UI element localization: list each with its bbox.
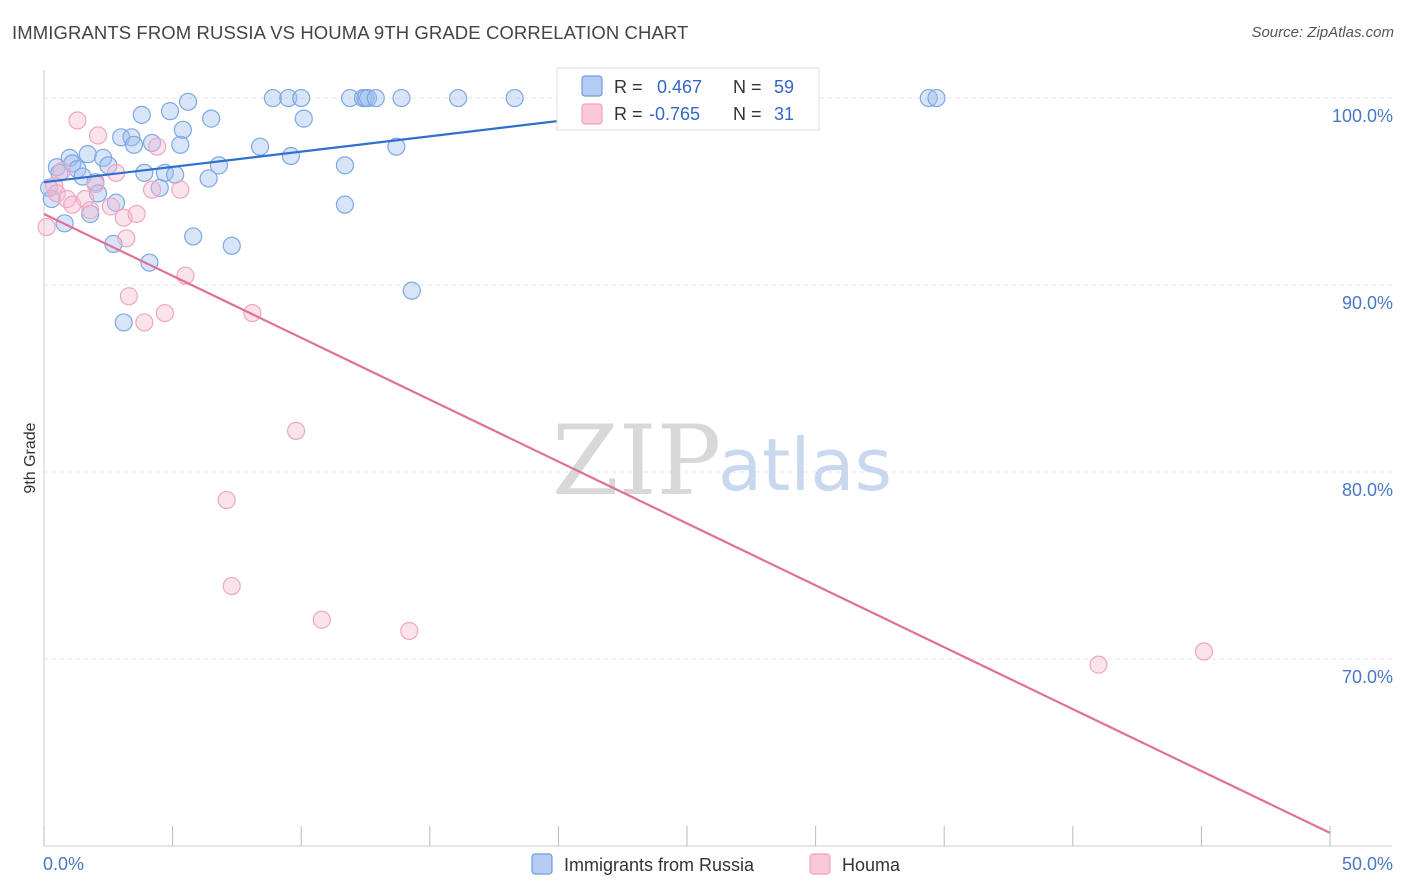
point-russia-42 [294, 109, 313, 128]
point-russia-22 [135, 163, 154, 182]
point-houma-21 [171, 180, 190, 199]
point-houma-30 [1194, 642, 1214, 661]
point-houma-20 [155, 303, 174, 323]
point-russia-21 [132, 105, 151, 124]
point-russia-19 [122, 128, 141, 147]
y-tick-label-100: 100.0% [1332, 106, 1393, 126]
point-russia-6 [63, 154, 82, 173]
point-russia-51 [392, 88, 411, 108]
stats-swatch-blue [581, 75, 603, 97]
legend-swatch-houma [809, 853, 831, 875]
point-houma-3 [52, 161, 72, 181]
point-russia-50 [387, 137, 406, 156]
point-russia-48 [358, 88, 378, 108]
point-houma-6 [68, 111, 87, 130]
stats-n-label-2: N = [733, 104, 762, 124]
point-russia-37 [250, 137, 270, 156]
point-russia-38 [263, 88, 283, 108]
gridlines [44, 97, 1392, 660]
legend-label-immigrants-from-russia: Immigrants from Russia [564, 855, 755, 875]
point-russia-33 [199, 169, 218, 188]
point-russia-58 [927, 88, 946, 108]
x-tick-label-min: 0.0% [43, 854, 84, 874]
axes [43, 70, 1392, 847]
y-tick-label-70: 70.0% [1342, 667, 1393, 687]
stats-r-label-2: R = [614, 104, 643, 124]
stats-r-value-1: 0.467 [657, 77, 702, 97]
point-russia-53 [448, 88, 468, 108]
point-russia-35 [209, 156, 228, 175]
x-ticks [43, 826, 1331, 846]
point-russia-20 [124, 135, 144, 154]
watermark: ZIP atlas [552, 405, 892, 517]
legend-swatch-immigrants-from-russia [531, 853, 553, 875]
point-houma-26 [286, 421, 306, 440]
point-houma-2 [47, 184, 66, 203]
stats-box: R = 0.467 N = 59 R = -0.765 N = 31 [556, 67, 820, 131]
y-tick-label-80: 80.0% [1342, 480, 1393, 500]
stats-r-label-1: R = [614, 77, 643, 97]
point-houma-0 [37, 217, 56, 237]
legend-label-houma: Houma [842, 855, 901, 875]
point-russia-18 [114, 313, 133, 332]
point-houma-27 [312, 610, 331, 629]
points-immigrants-from-russia [40, 88, 946, 332]
point-houma-8 [81, 201, 100, 220]
source-label: Source: ZipAtlas.com [1251, 24, 1394, 41]
point-russia-34 [202, 109, 221, 128]
point-houma-7 [76, 189, 95, 209]
point-russia-40 [281, 146, 301, 166]
y-tick-label-90: 90.0% [1342, 293, 1393, 313]
point-russia-41 [292, 88, 311, 108]
point-russia-52 [402, 281, 421, 300]
point-houma-29 [1089, 655, 1108, 674]
point-russia-30 [173, 120, 192, 139]
watermark-atlas: atlas [718, 423, 892, 507]
point-russia-29 [171, 135, 190, 154]
stats-n-value-1: 59 [774, 77, 794, 97]
point-houma-23 [217, 490, 236, 510]
point-houma-24 [222, 576, 241, 596]
stats-r-value-2: -0.765 [649, 104, 700, 124]
point-russia-27 [160, 102, 180, 121]
trend-line-houma [43, 212, 1331, 834]
point-russia-32 [184, 227, 203, 246]
point-russia-43 [335, 156, 355, 175]
point-houma-17 [135, 313, 154, 332]
point-russia-36 [222, 236, 241, 255]
point-russia-31 [178, 92, 198, 111]
stats-n-label-1: N = [733, 77, 762, 97]
point-houma-16 [127, 204, 146, 224]
points-houma [37, 111, 1214, 674]
point-russia-39 [279, 88, 298, 108]
y-axis-label: 9th Grade [22, 422, 39, 493]
point-russia-54 [505, 88, 524, 108]
point-houma-9 [86, 174, 105, 194]
stats-swatch-pink [581, 103, 603, 125]
point-houma-11 [101, 197, 120, 216]
stats-n-value-2: 31 [774, 104, 794, 124]
point-houma-19 [148, 137, 167, 156]
chart-title: IMMIGRANTS FROM RUSSIA VS HOUMA 9TH GRAD… [12, 22, 689, 43]
point-houma-10 [88, 126, 108, 145]
point-russia-45 [340, 88, 360, 108]
point-houma-4 [58, 189, 77, 209]
x-tick-label-max: 50.0% [1342, 854, 1393, 874]
point-houma-18 [142, 180, 162, 199]
point-houma-14 [117, 229, 136, 248]
point-russia-44 [335, 195, 355, 214]
point-russia-9 [78, 145, 97, 164]
point-russia-49 [366, 88, 385, 108]
point-houma-28 [400, 621, 419, 641]
legend: Immigrants from Russia Houma [531, 853, 901, 875]
point-houma-15 [119, 287, 138, 306]
y-tick-labels: 70.0% 80.0% 90.0% 100.0% [1332, 106, 1393, 687]
point-russia-57 [919, 88, 938, 108]
